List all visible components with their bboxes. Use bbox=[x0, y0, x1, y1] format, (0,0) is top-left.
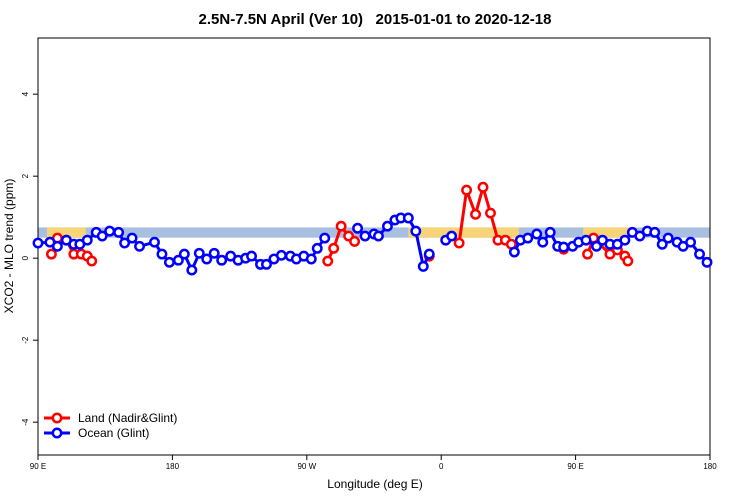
data-point bbox=[591, 240, 602, 252]
data-point bbox=[558, 241, 570, 253]
data-point bbox=[580, 234, 592, 246]
x-tick-label: 90 E bbox=[567, 462, 583, 471]
y-tick-label: 2 bbox=[21, 173, 30, 178]
data-point bbox=[649, 226, 661, 238]
data-point bbox=[186, 264, 198, 276]
legend-label: Land (Nadir&Glint) bbox=[78, 411, 177, 425]
y-tick-label: 0 bbox=[21, 255, 30, 260]
data-point bbox=[322, 255, 334, 267]
data-point bbox=[328, 242, 340, 254]
land-region bbox=[46, 227, 86, 238]
data-point bbox=[352, 222, 364, 234]
data-point bbox=[685, 236, 697, 248]
data-point bbox=[319, 232, 331, 244]
data-point bbox=[172, 254, 184, 266]
data-point bbox=[81, 234, 93, 246]
data-point bbox=[508, 246, 520, 258]
data-point bbox=[149, 236, 160, 248]
data-point bbox=[261, 258, 272, 270]
data-point bbox=[453, 237, 465, 249]
data-point bbox=[537, 236, 549, 248]
x-tick-label: 90 W bbox=[297, 462, 316, 471]
land-region bbox=[408, 227, 519, 238]
data-point bbox=[619, 234, 631, 246]
data-point bbox=[86, 255, 98, 267]
data-point bbox=[32, 237, 44, 249]
land-region bbox=[583, 227, 631, 238]
data-point bbox=[104, 225, 116, 237]
data-point bbox=[305, 253, 317, 265]
data-point bbox=[485, 207, 496, 219]
data-point bbox=[335, 220, 347, 232]
data-point bbox=[193, 247, 205, 259]
x-tick-label: 90 E bbox=[30, 462, 46, 471]
data-point bbox=[656, 238, 668, 250]
data-point bbox=[423, 248, 435, 260]
x-tick-label: 0 bbox=[439, 462, 444, 471]
data-point bbox=[544, 226, 556, 238]
y-tick-label: -4 bbox=[21, 418, 30, 426]
data-point bbox=[163, 256, 175, 268]
data-point bbox=[119, 237, 131, 249]
data-point bbox=[178, 248, 190, 260]
data-point bbox=[461, 184, 473, 196]
data-point bbox=[381, 220, 393, 232]
y-tick-label: -2 bbox=[21, 336, 30, 344]
data-point bbox=[582, 248, 593, 260]
legend-marker bbox=[51, 412, 63, 424]
data-point bbox=[156, 248, 168, 260]
data-point bbox=[311, 242, 323, 254]
data-point bbox=[522, 232, 534, 244]
data-point bbox=[701, 256, 713, 268]
data-point bbox=[446, 230, 458, 242]
data-point bbox=[373, 230, 384, 242]
data-point bbox=[417, 260, 429, 272]
legend-label: Ocean (Glint) bbox=[78, 426, 149, 440]
data-point bbox=[45, 248, 57, 260]
data-point bbox=[134, 240, 145, 252]
data-point bbox=[208, 247, 220, 259]
legend-marker bbox=[51, 427, 63, 439]
data-point bbox=[96, 230, 108, 242]
data-point bbox=[662, 232, 674, 244]
x-tick-label: 180 bbox=[166, 462, 180, 471]
data-point bbox=[402, 212, 414, 224]
data-point bbox=[410, 225, 422, 237]
data-point bbox=[349, 235, 361, 247]
data-point bbox=[201, 253, 213, 265]
x-axis-label: Longitude (deg E) bbox=[327, 477, 422, 491]
data-point bbox=[634, 230, 646, 242]
chart-title: 2.5N-7.5N April (Ver 10) 2015-01-01 to 2… bbox=[199, 11, 552, 28]
data-point bbox=[477, 181, 489, 193]
y-axis-label: XCO2 - MLO trend (ppm) bbox=[2, 179, 16, 314]
x-tick-label: 180 bbox=[703, 462, 717, 471]
data-point bbox=[622, 255, 634, 267]
data-point bbox=[275, 249, 287, 261]
data-point bbox=[113, 226, 125, 238]
data-point bbox=[694, 248, 705, 260]
data-point bbox=[470, 208, 481, 220]
data-point bbox=[126, 232, 138, 244]
y-tick-label: 4 bbox=[21, 91, 30, 96]
data-point bbox=[51, 240, 63, 252]
data-point bbox=[216, 254, 228, 266]
data-point bbox=[246, 250, 257, 262]
data-point bbox=[359, 230, 371, 242]
data-point bbox=[531, 228, 543, 240]
